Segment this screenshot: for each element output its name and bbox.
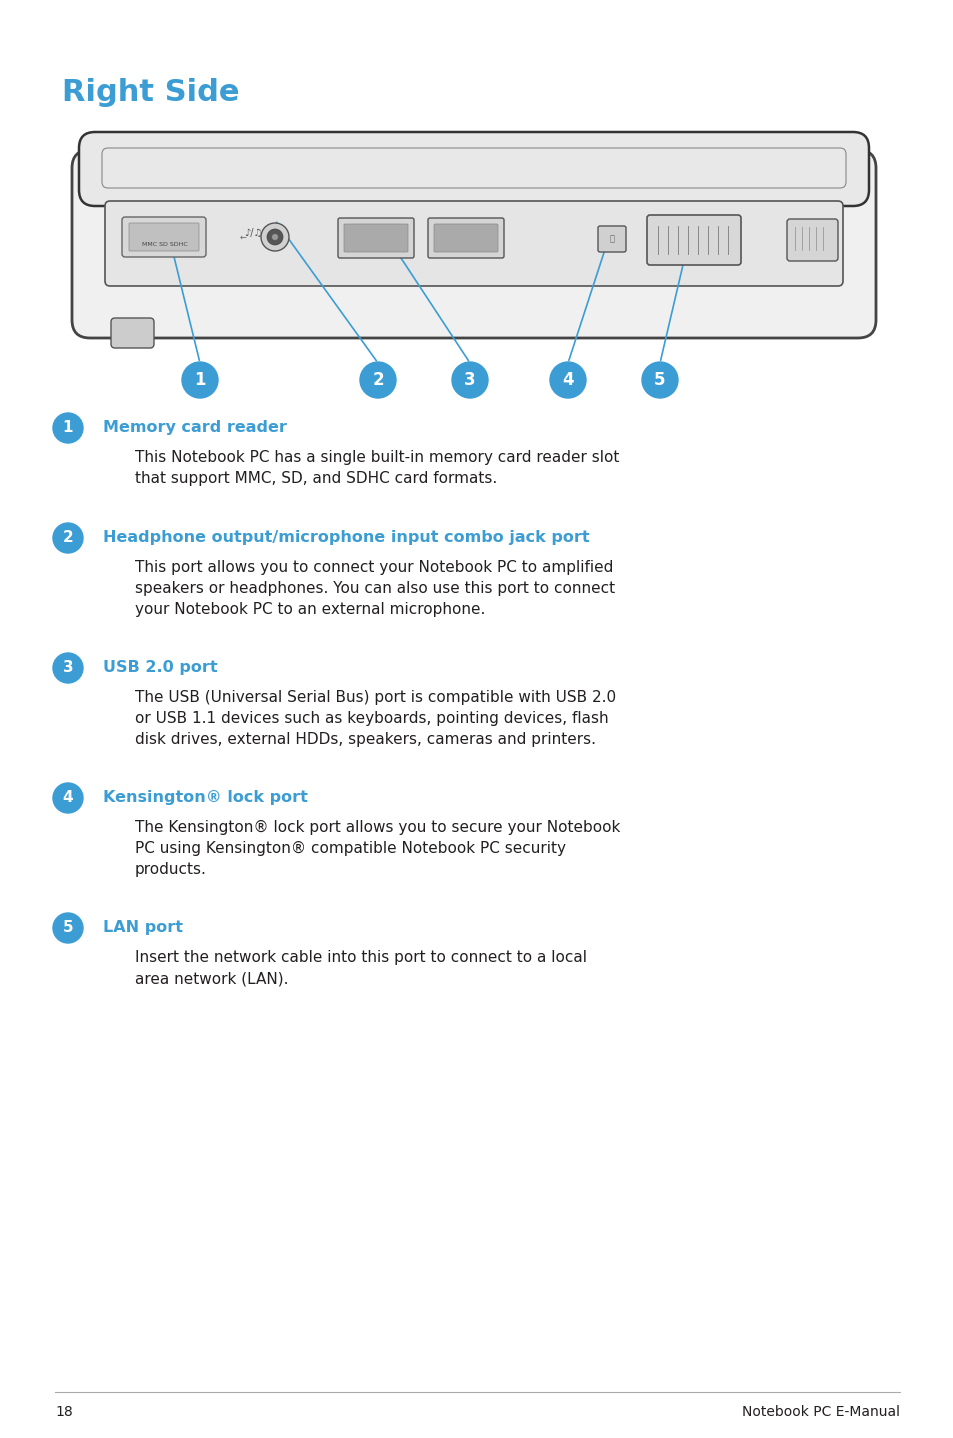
FancyBboxPatch shape	[122, 217, 206, 257]
Text: products.: products.	[135, 861, 207, 877]
Text: 1: 1	[194, 371, 206, 390]
Circle shape	[452, 362, 488, 398]
Circle shape	[550, 362, 585, 398]
Text: This Notebook PC has a single built-in memory card reader slot: This Notebook PC has a single built-in m…	[135, 450, 618, 464]
Circle shape	[53, 653, 83, 683]
Text: ←: ←	[239, 233, 246, 242]
FancyBboxPatch shape	[79, 132, 868, 206]
Text: PC using Kensington® compatible Notebook PC security: PC using Kensington® compatible Notebook…	[135, 841, 565, 856]
Text: 5: 5	[654, 371, 665, 390]
Text: LAN port: LAN port	[103, 920, 183, 935]
FancyBboxPatch shape	[337, 219, 414, 257]
Text: This port allows you to connect your Notebook PC to amplified: This port allows you to connect your Not…	[135, 559, 613, 575]
Text: Headphone output/microphone input combo jack port: Headphone output/microphone input combo …	[103, 531, 589, 545]
FancyBboxPatch shape	[105, 201, 842, 286]
Text: 4: 4	[561, 371, 573, 390]
Text: MMC SD SDHC: MMC SD SDHC	[142, 242, 188, 246]
Text: that support MMC, SD, and SDHC card formats.: that support MMC, SD, and SDHC card form…	[135, 472, 497, 486]
Text: 4: 4	[63, 791, 73, 805]
Text: The USB (Universal Serial Bus) port is compatible with USB 2.0: The USB (Universal Serial Bus) port is c…	[135, 690, 616, 705]
Text: 5: 5	[63, 920, 73, 936]
Text: Notebook PC E-Manual: Notebook PC E-Manual	[741, 1405, 899, 1419]
Text: 3: 3	[464, 371, 476, 390]
Text: Kensington® lock port: Kensington® lock port	[103, 789, 308, 805]
Text: 1: 1	[63, 420, 73, 436]
Circle shape	[53, 523, 83, 554]
Text: 2: 2	[372, 371, 383, 390]
Text: speakers or headphones. You can also use this port to connect: speakers or headphones. You can also use…	[135, 581, 615, 595]
Text: Memory card reader: Memory card reader	[103, 420, 287, 436]
Text: Right Side: Right Side	[62, 78, 239, 106]
FancyBboxPatch shape	[344, 224, 408, 252]
Text: 2: 2	[63, 531, 73, 545]
FancyBboxPatch shape	[129, 223, 199, 252]
Circle shape	[53, 413, 83, 443]
Circle shape	[261, 223, 289, 252]
Circle shape	[53, 913, 83, 943]
Text: The Kensington® lock port allows you to secure your Notebook: The Kensington® lock port allows you to …	[135, 820, 619, 835]
Circle shape	[267, 229, 283, 244]
Circle shape	[641, 362, 678, 398]
Text: your Notebook PC to an external microphone.: your Notebook PC to an external micropho…	[135, 603, 485, 617]
Text: ♪/♫: ♪/♫	[244, 229, 262, 239]
Text: or USB 1.1 devices such as keyboards, pointing devices, flash: or USB 1.1 devices such as keyboards, po…	[135, 710, 608, 726]
Circle shape	[359, 362, 395, 398]
FancyBboxPatch shape	[786, 219, 837, 262]
FancyBboxPatch shape	[646, 216, 740, 265]
FancyBboxPatch shape	[598, 226, 625, 252]
Text: disk drives, external HDDs, speakers, cameras and printers.: disk drives, external HDDs, speakers, ca…	[135, 732, 596, 746]
Circle shape	[53, 784, 83, 812]
Text: 3: 3	[63, 660, 73, 676]
Circle shape	[272, 234, 277, 240]
Circle shape	[182, 362, 218, 398]
Text: Insert the network cable into this port to connect to a local: Insert the network cable into this port …	[135, 951, 586, 965]
FancyBboxPatch shape	[434, 224, 497, 252]
Text: USB 2.0 port: USB 2.0 port	[103, 660, 217, 674]
FancyBboxPatch shape	[71, 150, 875, 338]
FancyBboxPatch shape	[111, 318, 153, 348]
Text: 18: 18	[55, 1405, 72, 1419]
Text: ⚿: ⚿	[609, 234, 614, 243]
FancyBboxPatch shape	[428, 219, 503, 257]
Text: area network (LAN).: area network (LAN).	[135, 971, 288, 986]
